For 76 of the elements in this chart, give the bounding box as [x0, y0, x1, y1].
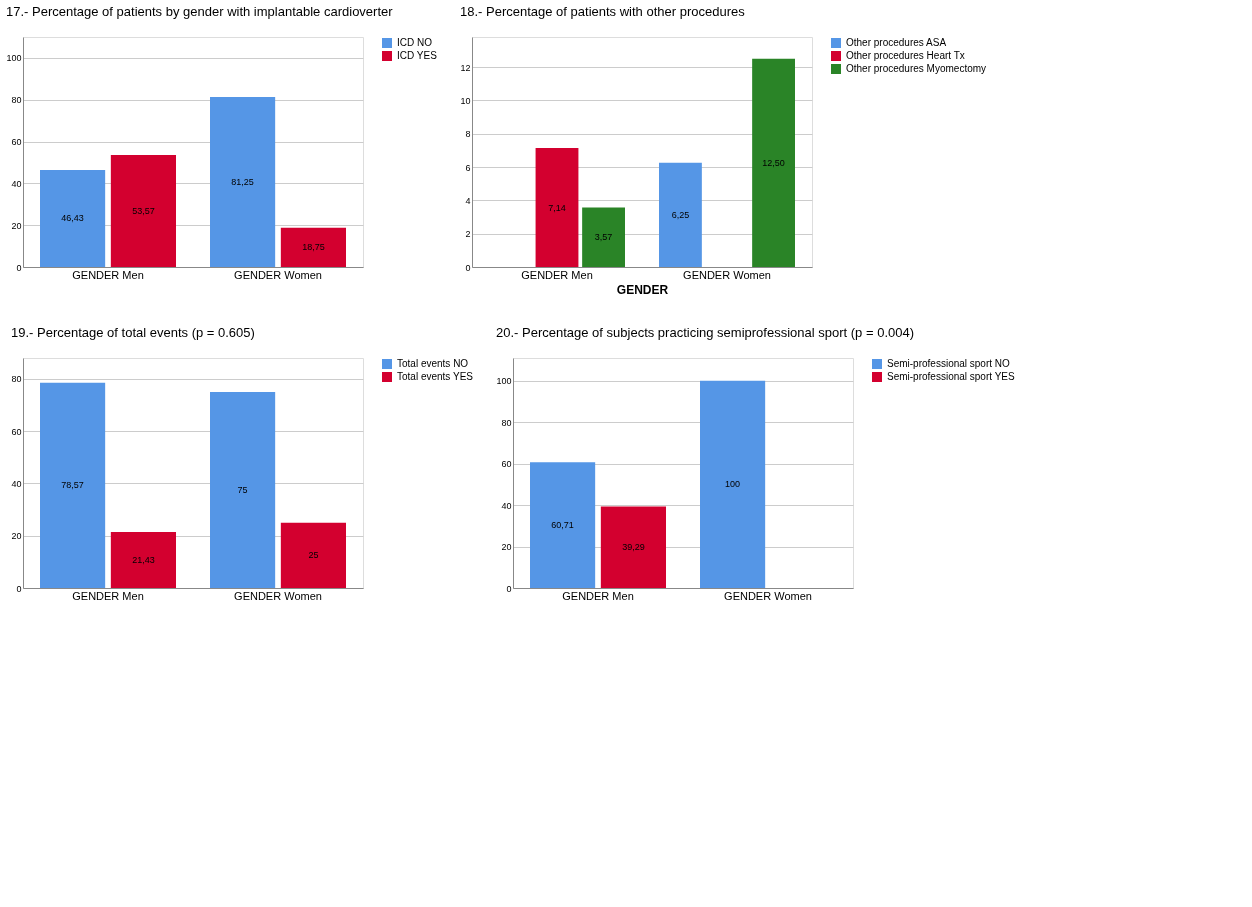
y-tick-label: 20: [11, 531, 22, 542]
legend-label: Semi-professional sport NO: [887, 358, 1011, 369]
x-axis-title: GENDER: [616, 282, 669, 297]
data-label: 6,25: [671, 209, 690, 220]
bar: [659, 162, 702, 267]
x-tick-label: GENDER Men: [72, 268, 144, 281]
y-tick-label: 10: [460, 95, 471, 106]
data-label: 81,25: [231, 177, 254, 188]
y-tick-label: 12: [460, 62, 471, 73]
y-tick-label: 0: [465, 262, 471, 273]
data-label: 78,57: [61, 480, 84, 491]
y-tick-label: 80: [11, 95, 22, 106]
legend-label: Total events YES: [397, 371, 474, 382]
y-tick-label: 20: [501, 542, 512, 553]
bar: [210, 97, 276, 267]
y-tick-label: 40: [501, 500, 512, 511]
data-label: 25: [308, 550, 319, 561]
y-tick-label: 60: [11, 426, 22, 437]
data-label: 100: [725, 479, 741, 490]
x-tick-label: GENDER Men: [521, 268, 593, 281]
y-tick-label: 80: [11, 374, 22, 385]
data-label: 18,75: [302, 242, 325, 253]
legend-label: Total events NO: [397, 358, 469, 369]
bar: [110, 154, 176, 267]
bar: [280, 227, 346, 267]
legend-label: Other procedures Myomectomy: [846, 63, 987, 74]
legend-label: ICD YES: [397, 50, 438, 61]
y-tick-label: 60: [501, 459, 512, 470]
data-label: 60,71: [551, 520, 574, 531]
y-tick-label: 2: [465, 229, 471, 240]
legend-label: ICD NO: [397, 37, 433, 48]
data-label: 7,14: [548, 202, 566, 213]
bar: [530, 462, 596, 588]
y-tick-label: 100: [496, 376, 512, 387]
y-tick-label: 0: [506, 583, 512, 594]
bar: [40, 169, 106, 267]
data-label: 12,50: [762, 157, 785, 168]
data-label: 21,43: [132, 554, 155, 565]
y-tick-label: 40: [11, 178, 22, 189]
y-tick-label: 6: [465, 162, 471, 173]
bar: [582, 207, 625, 267]
data-label: 53,57: [132, 205, 155, 216]
y-tick-label: 80: [501, 417, 512, 428]
legend-label: Other procedures Heart Tx: [846, 50, 965, 61]
bar: [40, 382, 106, 588]
y-tick-label: 0: [16, 583, 22, 594]
x-tick-label: GENDER Men: [562, 589, 634, 602]
chart-title: 18.- Percentage of patients with other procedures: [459, 4, 746, 19]
legend-label: Other procedures ASA: [846, 37, 947, 48]
y-tick-label: 100: [6, 53, 22, 64]
data-label: 39,29: [622, 542, 645, 553]
x-tick-label: GENDER Women: [234, 268, 322, 281]
data-label: 3,57: [594, 232, 613, 243]
y-tick-label: 0: [16, 262, 22, 273]
data-label: 75: [237, 484, 248, 495]
x-tick-label: GENDER Men: [72, 589, 144, 602]
data-label: 46,43: [61, 213, 84, 224]
x-tick-label: GENDER Women: [683, 268, 771, 281]
y-tick-label: 40: [11, 478, 22, 489]
bar: [700, 380, 766, 588]
y-tick-label: 4: [465, 195, 471, 206]
y-tick-label: 20: [11, 220, 22, 231]
y-tick-label: 8: [465, 129, 471, 140]
chart-title: 17.- Percentage of patients by gender with implantable cardioverter: [5, 4, 394, 19]
bar: [280, 522, 346, 588]
chart-title: 19.- Percentage of total events (p = 0.605): [10, 325, 255, 340]
bar: [110, 531, 176, 588]
bar: [210, 391, 276, 588]
x-tick-label: GENDER Women: [234, 589, 322, 602]
bar: [535, 148, 579, 267]
bar: [752, 58, 795, 267]
x-tick-label: GENDER Women: [724, 589, 812, 602]
chart-title: 20.- Percentage of subjects practicing semiprofessional sport (p = 0.004): [495, 325, 915, 340]
legend-label: Semi-professional sport YES: [887, 371, 1015, 382]
bar: [600, 506, 666, 588]
y-tick-label: 60: [11, 137, 22, 148]
